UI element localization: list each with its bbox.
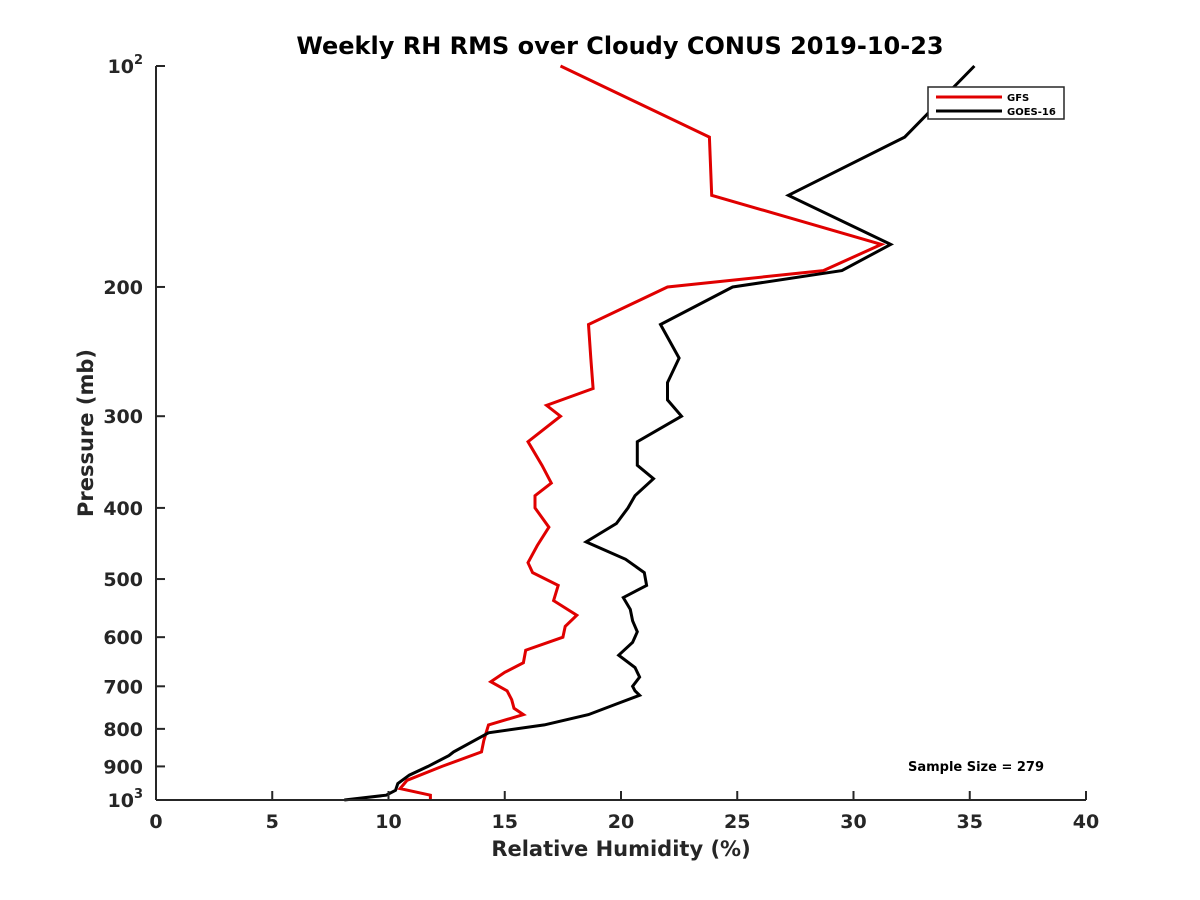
y-tick-label: 700 (103, 676, 143, 698)
y-tick-label: 103 (108, 787, 144, 812)
x-axis-label: Relative Humidity (%) (491, 837, 750, 861)
legend: GFS GOES-16 (927, 86, 1065, 120)
x-tick-label: 30 (840, 811, 866, 833)
legend-label-0: GFS (1007, 93, 1029, 104)
x-tick-label: 40 (1073, 811, 1099, 833)
x-tick-label: 10 (375, 811, 401, 833)
x-tick-label: 0 (149, 811, 162, 833)
y-tick-label: 102 (108, 53, 144, 78)
x-axis-ticks: 0 5 10 15 20 25 30 35 40 (149, 791, 1099, 833)
y-axis-label: Pressure (mb) (74, 349, 98, 517)
y-tick-label: 500 (103, 569, 143, 591)
y-tick-label: 800 (103, 719, 143, 741)
legend-label-1: GOES-16 (1007, 107, 1056, 118)
x-tick-label: 20 (608, 811, 634, 833)
y-tick-exponent: 3 (134, 787, 143, 802)
y-tick-label: 300 (103, 406, 143, 428)
x-tick-label: 15 (492, 811, 518, 833)
y-tick-label: 600 (103, 627, 143, 649)
series-line-1 (344, 64, 976, 802)
x-tick-label: 5 (266, 811, 279, 833)
y-tick-label: 200 (103, 277, 143, 299)
y-tick-label: 400 (103, 498, 143, 520)
series-line-0 (397, 64, 886, 800)
plot-lines (344, 64, 976, 802)
x-tick-label: 25 (724, 811, 750, 833)
y-axis-ticks: 102 200 300 400 500 600 700 800 900 103 (103, 53, 165, 812)
legend-box (927, 86, 1065, 120)
chart-title: Weekly RH RMS over Cloudy CONUS 2019-10-… (296, 32, 943, 60)
x-tick-label: 35 (957, 811, 983, 833)
y-tick-exponent: 2 (134, 53, 143, 68)
y-tick-label: 900 (103, 756, 143, 778)
sample-size-annotation: Sample Size = 279 (908, 760, 1044, 775)
